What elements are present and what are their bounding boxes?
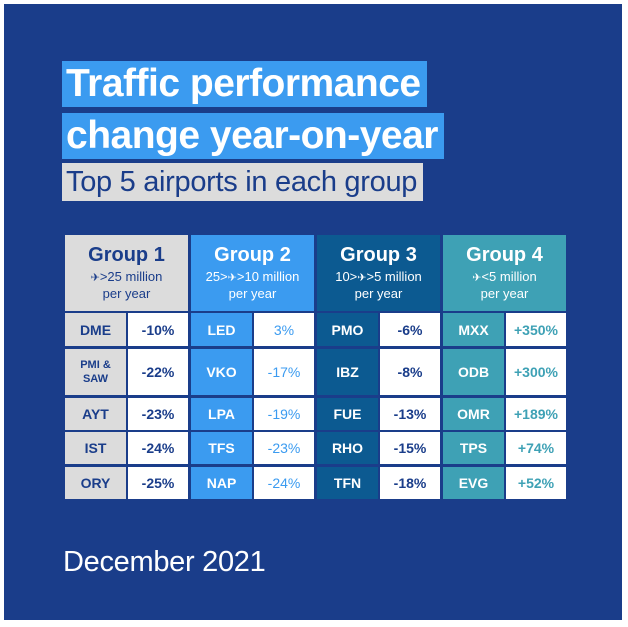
group-range-value: >5 million bbox=[366, 269, 422, 284]
group-name: Group 4 bbox=[466, 244, 543, 266]
traffic-change-value: -6% bbox=[380, 313, 440, 346]
airport-code-text: PMI & SAW bbox=[80, 359, 111, 385]
traffic-change-value: -19% bbox=[254, 398, 314, 430]
airport-code: VKO bbox=[191, 349, 252, 395]
airport-code: TFS bbox=[191, 432, 252, 464]
traffic-change-value: +350% bbox=[506, 313, 566, 346]
airport-code: OMR bbox=[443, 398, 504, 430]
traffic-change-value: +52% bbox=[506, 467, 566, 499]
traffic-change-value: -22% bbox=[128, 349, 188, 395]
traffic-change-value: -24% bbox=[254, 467, 314, 499]
group-range-prefix: 25> bbox=[205, 269, 228, 284]
group-per-year: per year bbox=[480, 286, 529, 301]
airports-table: Group 1 ✈>25 million per year Group 2 25>✈>1… bbox=[65, 235, 566, 499]
group-name: Group 2 bbox=[214, 244, 291, 266]
traffic-change-value: -8% bbox=[380, 349, 440, 395]
airport-code: AYT bbox=[65, 398, 126, 430]
airport-code: MXX bbox=[443, 313, 504, 346]
airport-code: ODB bbox=[443, 349, 504, 395]
group-range-value: <5 million bbox=[481, 269, 537, 284]
traffic-change-value: -25% bbox=[128, 467, 188, 499]
group-range: ✈>25 million bbox=[65, 269, 188, 286]
group-header-1: Group 1 ✈>25 million per year bbox=[65, 235, 188, 311]
traffic-change-value: -24% bbox=[128, 432, 188, 464]
group-per-year: per year bbox=[228, 286, 277, 301]
traffic-change-value: -15% bbox=[380, 432, 440, 464]
traffic-change-value: 3% bbox=[254, 313, 314, 346]
title-line-1: Traffic performance bbox=[62, 61, 427, 107]
group-name: Group 1 bbox=[88, 244, 165, 266]
airport-code: DME bbox=[65, 313, 126, 346]
airport-code: PMO bbox=[317, 313, 378, 346]
date-footer: December 2021 bbox=[63, 546, 266, 578]
traffic-change-value: -10% bbox=[128, 313, 188, 346]
airport-code: ORY bbox=[65, 467, 126, 499]
airport-code: FUE bbox=[317, 398, 378, 430]
traveller-icon: ✈ bbox=[472, 272, 482, 284]
group-header-3: Group 3 10>✈>5 million per year bbox=[317, 235, 440, 311]
airport-code: IBZ bbox=[317, 349, 378, 395]
group-header-2: Group 2 25>✈>10 million per year bbox=[191, 235, 314, 311]
traffic-change-value: -13% bbox=[380, 398, 440, 430]
airport-code: IST bbox=[65, 432, 126, 464]
traveller-icon: ✈ bbox=[227, 272, 237, 284]
traffic-change-value: -17% bbox=[254, 349, 314, 395]
airport-code: PMI & SAW bbox=[65, 349, 126, 395]
airport-code: TFN bbox=[317, 467, 378, 499]
airport-code: TPS bbox=[443, 432, 504, 464]
title-line-2: change year-on-year bbox=[62, 113, 444, 159]
traffic-change-value: +74% bbox=[506, 432, 566, 464]
airport-code: LED bbox=[191, 313, 252, 346]
group-name: Group 3 bbox=[340, 244, 417, 266]
airport-code: RHO bbox=[317, 432, 378, 464]
group-range-value: >25 million bbox=[99, 269, 163, 284]
group-range-value: >10 million bbox=[236, 269, 300, 284]
traffic-change-value: +189% bbox=[506, 398, 566, 430]
traffic-change-value: -23% bbox=[254, 432, 314, 464]
traffic-change-value: +300% bbox=[506, 349, 566, 395]
group-range: 25>✈>10 million bbox=[191, 269, 314, 286]
traveller-icon: ✈ bbox=[357, 272, 367, 284]
traffic-change-value: -18% bbox=[380, 467, 440, 499]
traffic-change-value: -23% bbox=[128, 398, 188, 430]
group-per-year: per year bbox=[354, 286, 403, 301]
subtitle: Top 5 airports in each group bbox=[62, 163, 424, 201]
airport-code: NAP bbox=[191, 467, 252, 499]
group-per-year: per year bbox=[102, 286, 151, 301]
airport-code: EVG bbox=[443, 467, 504, 499]
group-header-4: Group 4 ✈<5 million per year bbox=[443, 235, 566, 311]
group-range-prefix: 10> bbox=[335, 269, 358, 284]
airport-code: LPA bbox=[191, 398, 252, 430]
traveller-icon: ✈ bbox=[90, 272, 100, 284]
group-range: 10>✈>5 million bbox=[317, 269, 440, 286]
group-range: ✈<5 million bbox=[443, 269, 566, 286]
